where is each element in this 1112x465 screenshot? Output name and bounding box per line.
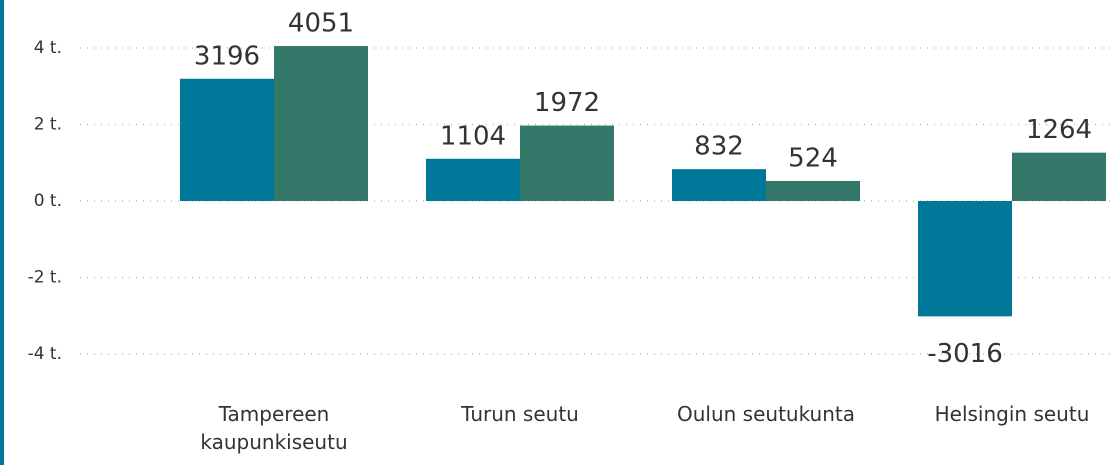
value-label: -3016	[927, 339, 1003, 369]
bar	[1012, 152, 1106, 201]
value-label: 4051	[288, 9, 354, 39]
bar	[426, 158, 520, 201]
value-label: 1104	[440, 121, 506, 151]
y-tick-label: 4 t.	[34, 38, 62, 58]
bar	[766, 180, 860, 201]
value-label: 524	[788, 143, 838, 173]
x-tick-label: Tampereen kaupunkiseutu	[200, 402, 348, 454]
x-tick-label: Turun seutu	[461, 402, 579, 426]
value-label: 1264	[1026, 115, 1092, 145]
bar	[274, 46, 368, 201]
bar	[672, 169, 766, 201]
value-label: 1972	[534, 88, 600, 118]
bar	[918, 201, 1012, 317]
edge-stripe	[0, 0, 4, 465]
y-tick-label: -4 t.	[28, 344, 62, 364]
value-label: 832	[694, 132, 744, 162]
value-label: 3196	[194, 41, 260, 71]
bar	[520, 125, 614, 201]
x-tick-label: Helsingin seutu	[934, 402, 1090, 426]
y-tick-label: 0 t.	[34, 191, 62, 211]
x-tick-label: Oulun seutukunta	[676, 402, 856, 426]
bar	[180, 78, 274, 201]
y-tick-label: 2 t.	[34, 115, 62, 135]
y-tick-label: -2 t.	[28, 268, 62, 288]
